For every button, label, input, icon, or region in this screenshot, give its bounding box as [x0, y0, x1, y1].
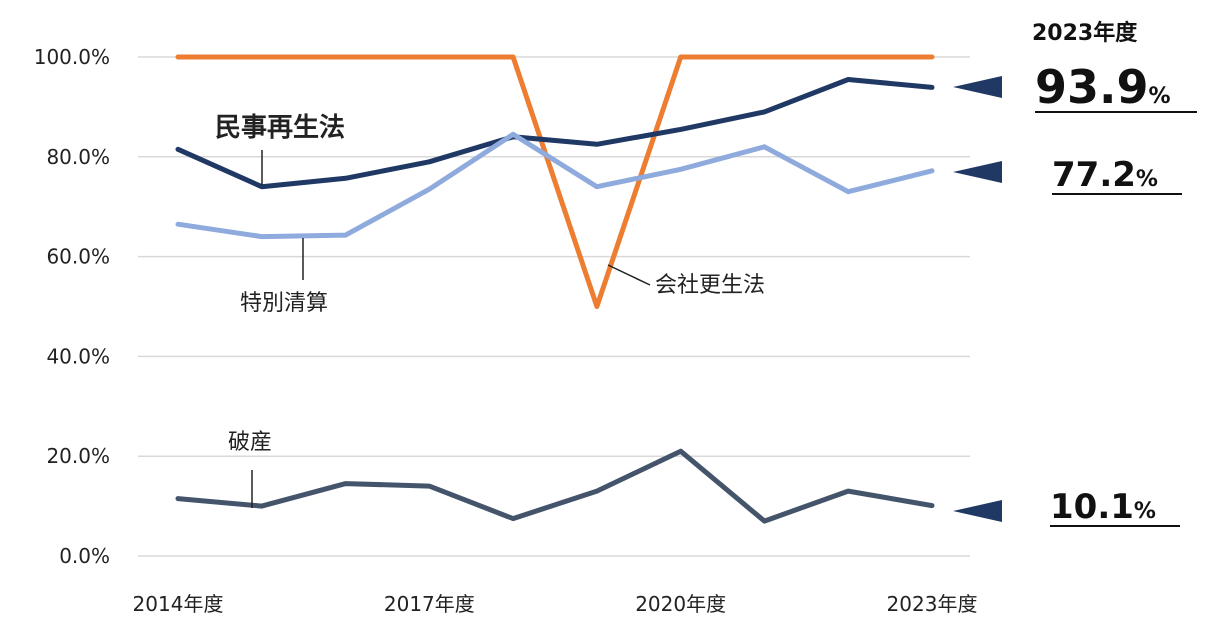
- series-label-kaisha: 会社更生法: [655, 273, 765, 298]
- callout-arrow-tokubetsu: [953, 161, 1002, 183]
- callout-value-hasan: 10.1%: [1050, 487, 1156, 527]
- series-label-hasan: 破産: [228, 430, 272, 455]
- callout-title: 2023年度: [1032, 20, 1138, 46]
- series-label-minji: 民事再生法: [215, 113, 345, 143]
- x-tick-label: 2020年度: [635, 592, 726, 616]
- y-tick-label: 20.0%: [46, 444, 110, 468]
- x-tick-label: 2014年度: [133, 592, 224, 616]
- callout-value-minji: 93.9%: [1035, 60, 1171, 114]
- series-line-3: [175, 448, 935, 524]
- callout-value-tokubetsu: 77.2%: [1052, 155, 1158, 195]
- x-tick-label: 2023年度: [887, 592, 978, 616]
- y-tick-label: 100.0%: [34, 45, 110, 69]
- y-tick-label: 0.0%: [59, 544, 110, 568]
- series-line-1: [175, 77, 935, 190]
- series-lines: [175, 54, 935, 524]
- callout-arrow-minji: [953, 76, 1002, 98]
- y-tick-label: 40.0%: [46, 344, 110, 368]
- x-axis-tick-labels: 2014年度 2017年度 2020年度 2023年度: [133, 592, 978, 616]
- series-label-tokubetsu: 特別清算: [240, 291, 328, 316]
- series-line-2: [175, 131, 935, 240]
- series-line-0: [175, 54, 935, 309]
- leader-line-kaisha: [607, 264, 651, 286]
- y-axis-tick-labels: 0.0% 20.0% 40.0% 60.0% 80.0% 100.0%: [34, 45, 110, 568]
- callout-arrow-hasan: [953, 500, 1002, 522]
- x-tick-label: 2017年度: [384, 592, 475, 616]
- y-tick-label: 60.0%: [46, 245, 110, 269]
- y-tick-label: 80.0%: [46, 145, 110, 169]
